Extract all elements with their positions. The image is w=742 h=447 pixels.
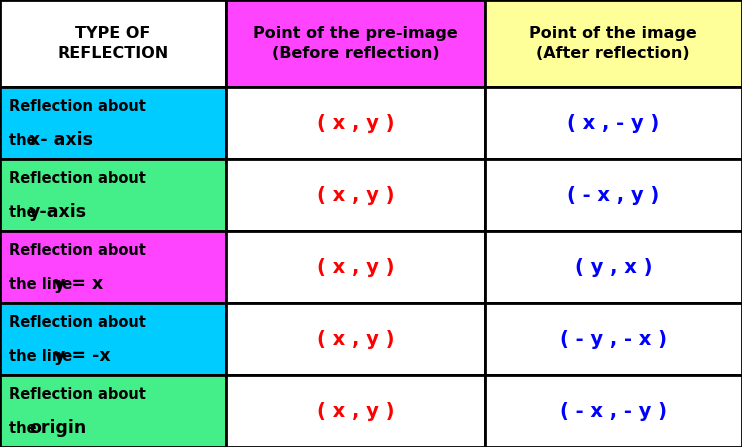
Text: ( - x , y ): ( - x , y ) bbox=[567, 186, 660, 205]
Bar bbox=[485, 87, 742, 159]
Bar bbox=[226, 231, 485, 303]
Text: ( x , y ): ( x , y ) bbox=[317, 186, 394, 205]
Bar bbox=[226, 303, 485, 375]
Text: ( - x , - y ): ( - x , - y ) bbox=[559, 401, 667, 421]
Bar bbox=[226, 159, 485, 231]
Text: the line: the line bbox=[9, 349, 77, 363]
Bar bbox=[0, 231, 226, 303]
Text: Point of the pre-image
(Before reflection): Point of the pre-image (Before reflectio… bbox=[253, 26, 458, 61]
Text: the: the bbox=[9, 421, 42, 435]
Text: TYPE OF
REFLECTION: TYPE OF REFLECTION bbox=[58, 26, 168, 61]
Text: Reflection about: Reflection about bbox=[9, 99, 145, 114]
Bar bbox=[485, 159, 742, 231]
Bar bbox=[226, 87, 485, 159]
Text: ( x , - y ): ( x , - y ) bbox=[567, 114, 660, 133]
Bar bbox=[485, 0, 742, 87]
Text: ( x , y ): ( x , y ) bbox=[317, 114, 394, 133]
Text: y = -x: y = -x bbox=[54, 347, 111, 365]
Bar bbox=[226, 0, 485, 87]
Text: ( x , y ): ( x , y ) bbox=[317, 401, 394, 421]
Text: ( x , y ): ( x , y ) bbox=[317, 329, 394, 349]
Text: ( x , y ): ( x , y ) bbox=[317, 257, 394, 277]
Text: Reflection about: Reflection about bbox=[9, 171, 145, 186]
Text: origin: origin bbox=[29, 419, 86, 437]
Text: y = x: y = x bbox=[54, 275, 104, 293]
Bar bbox=[226, 375, 485, 447]
Text: the: the bbox=[9, 205, 42, 219]
Bar bbox=[485, 375, 742, 447]
Text: y-axis: y-axis bbox=[29, 203, 88, 221]
Text: Reflection about: Reflection about bbox=[9, 243, 145, 257]
Text: Reflection about: Reflection about bbox=[9, 387, 145, 401]
Text: the: the bbox=[9, 133, 42, 148]
Bar bbox=[0, 159, 226, 231]
Text: ( - y , - x ): ( - y , - x ) bbox=[559, 329, 667, 349]
Text: Point of the image
(After reflection): Point of the image (After reflection) bbox=[529, 26, 697, 61]
Text: x- axis: x- axis bbox=[29, 131, 93, 149]
Bar bbox=[485, 231, 742, 303]
Text: the line: the line bbox=[9, 277, 77, 291]
Bar bbox=[485, 303, 742, 375]
Bar bbox=[0, 303, 226, 375]
Bar bbox=[0, 375, 226, 447]
Text: ( y , x ): ( y , x ) bbox=[574, 257, 652, 277]
Bar bbox=[0, 87, 226, 159]
Bar bbox=[0, 0, 226, 87]
Text: Reflection about: Reflection about bbox=[9, 315, 145, 329]
